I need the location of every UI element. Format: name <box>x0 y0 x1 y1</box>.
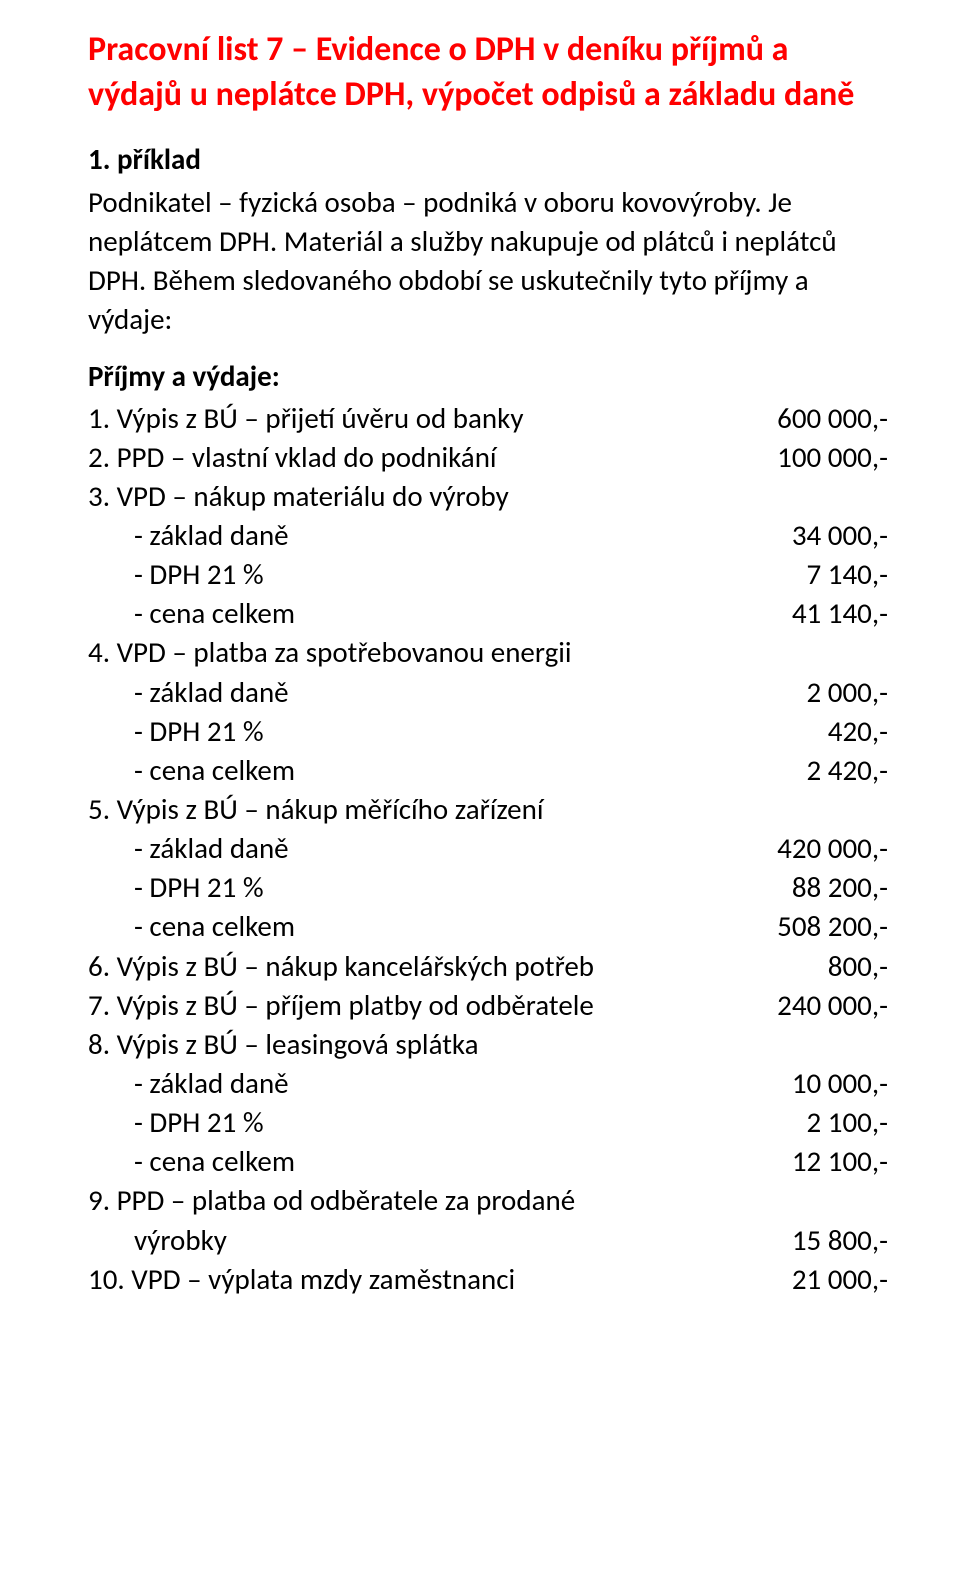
item-label: - DPH 21 % <box>88 868 718 907</box>
item-amount: 600 000,- <box>718 399 888 438</box>
list-item: 6. Výpis z BÚ – nákup kancelářských potř… <box>88 947 888 986</box>
item-label: 3. VPD – nákup materiálu do výroby <box>88 477 718 516</box>
item-amount: 508 200,- <box>718 907 888 946</box>
item-label: - základ daně <box>88 516 718 555</box>
item-label: 7. Výpis z BÚ – příjem platby od odběrat… <box>88 986 718 1025</box>
item-label: výrobky <box>88 1221 718 1260</box>
item-amount: 88 200,- <box>718 868 888 907</box>
list-sub-item: - cena celkem2 420,- <box>88 751 888 790</box>
item-amount: 420 000,- <box>718 829 888 868</box>
item-label: - základ daně <box>88 829 718 868</box>
item-amount: 12 100,- <box>718 1142 888 1181</box>
item-label: - cena celkem <box>88 751 718 790</box>
item-label: 10. VPD – výplata mzdy zaměstnanci <box>88 1260 718 1299</box>
item-amount: 2 420,- <box>718 751 888 790</box>
item-label: - cena celkem <box>88 594 718 633</box>
list-sub-item: - cena celkem508 200,- <box>88 907 888 946</box>
item-amount: 2 100,- <box>718 1103 888 1142</box>
item-amount: 240 000,- <box>718 986 888 1025</box>
item-label: - DPH 21 % <box>88 1103 718 1142</box>
item-amount: 15 800,- <box>718 1221 888 1260</box>
intro-paragraph: Podnikatel – fyzická osoba – podniká v o… <box>88 183 888 340</box>
section-label: Příjmy a výdaje: <box>88 357 888 396</box>
item-label: - cena celkem <box>88 1142 718 1181</box>
list-sub-item: - cena celkem41 140,- <box>88 594 888 633</box>
item-amount: 21 000,- <box>718 1260 888 1299</box>
list-sub-item: - DPH 21 %7 140,- <box>88 555 888 594</box>
list-item: 7. Výpis z BÚ – příjem platby od odběrat… <box>88 986 888 1025</box>
list-item: 4. VPD – platba za spotřebovanou energii <box>88 633 888 672</box>
item-amount: 100 000,- <box>718 438 888 477</box>
item-amount: 7 140,- <box>718 555 888 594</box>
item-amount: 34 000,- <box>718 516 888 555</box>
item-amount: 41 140,- <box>718 594 888 633</box>
item-label: 1. Výpis z BÚ – přijetí úvěru od banky <box>88 399 718 438</box>
item-amount: 10 000,- <box>718 1064 888 1103</box>
item-label: 5. Výpis z BÚ – nákup měřícího zařízení <box>88 790 718 829</box>
page-title: Pracovní list 7 – Evidence o DPH v deník… <box>88 28 888 118</box>
list-sub-item: - základ daně2 000,- <box>88 673 888 712</box>
list-sub-item: - základ daně420 000,- <box>88 829 888 868</box>
list-item: 9. PPD – platba od odběratele za prodané <box>88 1181 888 1220</box>
item-amount: 2 000,- <box>718 673 888 712</box>
list-item: 5. Výpis z BÚ – nákup měřícího zařízení <box>88 790 888 829</box>
item-label: 6. Výpis z BÚ – nákup kancelářských potř… <box>88 947 718 986</box>
list-sub-item: - základ daně10 000,- <box>88 1064 888 1103</box>
item-amount: 800,- <box>718 947 888 986</box>
list-item: 1. Výpis z BÚ – přijetí úvěru od banky60… <box>88 399 888 438</box>
list-sub-item: - základ daně34 000,- <box>88 516 888 555</box>
items-list: 1. Výpis z BÚ – přijetí úvěru od banky60… <box>88 399 888 1299</box>
item-label: 8. Výpis z BÚ – leasingová splátka <box>88 1025 718 1064</box>
list-sub-item: - DPH 21 %420,- <box>88 712 888 751</box>
item-label: - cena celkem <box>88 907 718 946</box>
list-item: 2. PPD – vlastní vklad do podnikání100 0… <box>88 438 888 477</box>
example-heading: 1. příklad <box>88 140 888 179</box>
list-sub-item: výrobky15 800,- <box>88 1221 888 1260</box>
item-label: 9. PPD – platba od odběratele za prodané <box>88 1181 718 1220</box>
list-sub-item: - cena celkem12 100,- <box>88 1142 888 1181</box>
item-label: 4. VPD – platba za spotřebovanou energii <box>88 633 718 672</box>
item-label: - DPH 21 % <box>88 555 718 594</box>
item-label: - základ daně <box>88 673 718 712</box>
item-label: 2. PPD – vlastní vklad do podnikání <box>88 438 718 477</box>
list-item: 10. VPD – výplata mzdy zaměstnanci21 000… <box>88 1260 888 1299</box>
list-sub-item: - DPH 21 %88 200,- <box>88 868 888 907</box>
document-page: Pracovní list 7 – Evidence o DPH v deník… <box>0 0 960 1575</box>
list-item: 8. Výpis z BÚ – leasingová splátka <box>88 1025 888 1064</box>
item-label: - DPH 21 % <box>88 712 718 751</box>
list-sub-item: - DPH 21 %2 100,- <box>88 1103 888 1142</box>
item-label: - základ daně <box>88 1064 718 1103</box>
list-item: 3. VPD – nákup materiálu do výroby <box>88 477 888 516</box>
item-amount: 420,- <box>718 712 888 751</box>
